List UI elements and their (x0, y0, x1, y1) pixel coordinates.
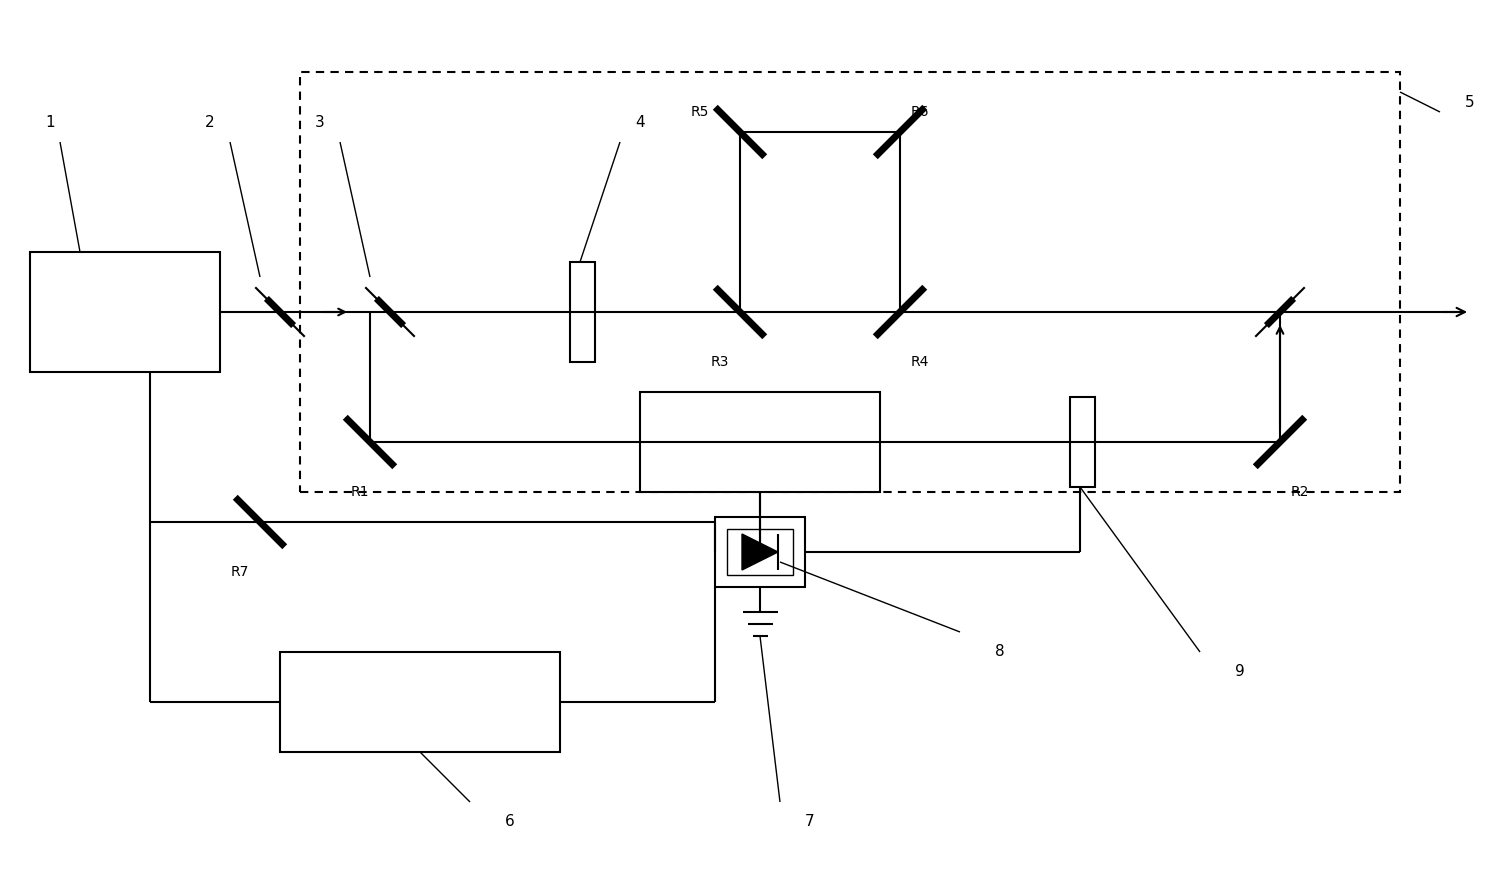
Text: 5: 5 (1465, 94, 1475, 110)
Text: 3: 3 (316, 114, 325, 130)
Text: R3: R3 (711, 355, 729, 369)
Text: 2: 2 (205, 114, 215, 130)
Text: 9: 9 (1236, 664, 1245, 679)
Bar (640, 392, 880, 492)
Polygon shape (742, 534, 778, 570)
Text: R6: R6 (911, 105, 929, 119)
Text: R5: R5 (691, 105, 709, 119)
Bar (1070, 397, 1095, 487)
Text: R7: R7 (230, 565, 250, 579)
Text: 4: 4 (636, 114, 645, 130)
Bar (570, 262, 595, 362)
Text: 7: 7 (805, 814, 815, 829)
Text: 1: 1 (45, 114, 55, 130)
Text: R1: R1 (350, 485, 370, 499)
Bar (280, 652, 560, 752)
Text: 8: 8 (995, 644, 1005, 659)
Bar (715, 517, 805, 587)
Bar (727, 529, 793, 575)
Text: 6: 6 (506, 814, 515, 829)
Bar (301, 72, 1400, 492)
Text: R4: R4 (911, 355, 929, 369)
Text: R2: R2 (1291, 485, 1309, 499)
Bar (30, 252, 220, 372)
